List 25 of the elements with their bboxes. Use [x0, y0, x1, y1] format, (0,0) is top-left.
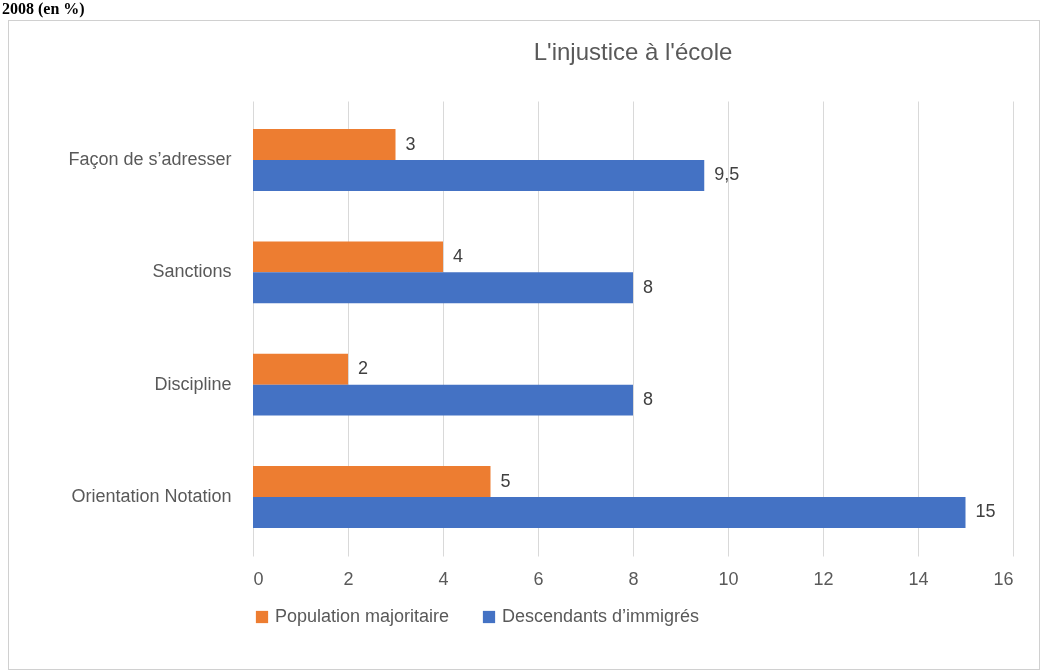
legend-label: Descendants d’immigrés [502, 606, 700, 626]
x-tick-label: 12 [813, 568, 834, 589]
text: 2008 (en %) [2, 0, 85, 18]
x-tick-label: 16 [993, 568, 1014, 589]
data-label: 2 [358, 358, 369, 379]
y-tick-label: Orientation Notation [71, 486, 232, 507]
chart-title: L'injustice à l'école [533, 38, 733, 65]
data-label: 3 [405, 133, 416, 154]
x-tick-label: 14 [908, 568, 929, 589]
data-label: 9,5 [714, 164, 740, 185]
data-label: 15 [975, 501, 996, 522]
y-tick-label: Discipline [154, 373, 232, 394]
legend-label: Population majoritaire [275, 606, 450, 626]
data-label: 4 [453, 245, 464, 266]
x-tick-label: 4 [438, 568, 449, 589]
data-label: 8 [643, 276, 654, 297]
x-tick-label: 10 [718, 568, 739, 589]
x-tick-label: 0 [253, 568, 264, 589]
x-tick-label: 2 [343, 568, 354, 589]
y-tick-label: Sanctions [152, 261, 232, 282]
x-tick-label: 8 [628, 568, 639, 589]
data-label: 8 [643, 389, 654, 410]
data-label: 5 [500, 470, 511, 491]
y-tick-label: Façon de s’adresser [68, 148, 232, 169]
x-tick-label: 6 [533, 568, 544, 589]
